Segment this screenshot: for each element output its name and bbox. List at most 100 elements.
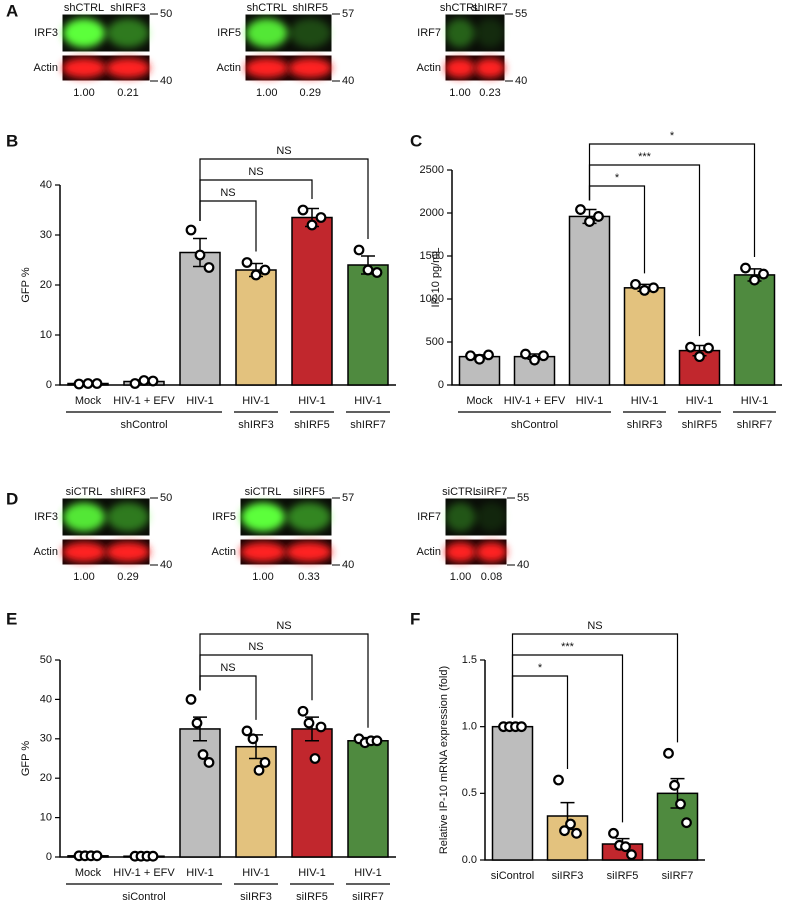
data-point <box>571 827 582 839</box>
data-point <box>147 850 159 862</box>
bar <box>568 215 611 386</box>
group-label: siIRF7 <box>352 891 384 900</box>
target-band <box>476 502 507 532</box>
data-point <box>297 705 309 717</box>
y-tick-label: 0.5 <box>462 787 477 799</box>
x-tick-label: HIV-1 <box>354 395 382 407</box>
group-label: shControl <box>120 419 167 431</box>
data-point <box>362 264 374 276</box>
panel-letter: E <box>6 609 17 628</box>
x-tick-label: HIV-1 <box>186 395 214 407</box>
actin-band <box>476 542 507 562</box>
marker-label: 40 <box>517 559 529 571</box>
data-point <box>608 827 619 839</box>
panel-letter: D <box>6 489 18 508</box>
data-point <box>685 341 696 353</box>
y-tick-label: 1.5 <box>462 654 477 666</box>
data-point <box>740 262 751 274</box>
quantification: 1.00 <box>256 87 277 99</box>
y-tick-label: 1.0 <box>462 721 477 733</box>
data-point <box>250 269 262 281</box>
significance-bracket <box>588 143 756 258</box>
marker-label: 40 <box>160 559 172 571</box>
bar <box>491 725 534 861</box>
target-band <box>62 18 106 48</box>
data-point <box>669 779 680 791</box>
x-tick-label: HIV-1 <box>186 867 214 879</box>
panel-letter: F <box>410 609 420 628</box>
data-point <box>630 278 641 290</box>
lane-label: siCTRL <box>66 486 103 498</box>
y-tick-label: 0 <box>46 851 52 863</box>
target-label: IRF5 <box>217 27 241 39</box>
data-point <box>639 285 650 296</box>
lane-label: siIRF7 <box>476 486 508 498</box>
y-tick-label: 500 <box>426 336 444 348</box>
panel-letter: B <box>6 131 18 150</box>
data-point <box>241 725 253 737</box>
panel-letter: C <box>410 131 422 150</box>
data-point <box>309 753 321 764</box>
group-label: siIRF3 <box>240 891 272 900</box>
data-point <box>465 350 476 362</box>
significance-label: NS <box>248 166 263 178</box>
y-tick-label: 10 <box>40 812 52 824</box>
y-axis-label: IP-10 pg/mL <box>430 248 442 308</box>
bar <box>179 728 221 858</box>
quantification: 1.00 <box>73 87 94 99</box>
axis-line <box>59 660 396 858</box>
target-band <box>245 18 288 48</box>
y-axis-label: GFP % <box>20 267 32 302</box>
data-point <box>675 798 686 810</box>
data-point <box>185 694 197 705</box>
actin-band <box>445 58 475 78</box>
actin-band <box>445 542 476 562</box>
target-label: IRF3 <box>34 27 58 39</box>
marker-label: 57 <box>342 492 354 504</box>
group-label: shIRF7 <box>350 419 385 431</box>
data-point <box>315 721 327 733</box>
axis-line <box>451 170 782 386</box>
data-point <box>91 378 103 389</box>
significance-label: NS <box>248 641 263 653</box>
bar <box>733 274 776 386</box>
x-tick-label: HIV-1 <box>741 395 769 407</box>
data-point <box>253 764 265 776</box>
marker-label: 40 <box>160 75 172 87</box>
data-point <box>371 267 383 278</box>
y-axis-label: GFP % <box>20 741 32 776</box>
actin-band <box>62 542 106 562</box>
data-point <box>663 747 674 759</box>
group-label: shIRF3 <box>238 419 273 431</box>
target-label: IRF5 <box>212 511 236 523</box>
data-point <box>129 378 141 389</box>
y-tick-label: 30 <box>40 733 52 745</box>
data-point <box>315 212 327 223</box>
data-point <box>259 757 271 768</box>
data-point <box>203 757 215 768</box>
group-label: shIRF7 <box>737 419 772 431</box>
marker-label: 57 <box>342 8 354 20</box>
x-tick-label: siIRF3 <box>552 870 584 882</box>
group-label: shIRF5 <box>294 419 329 431</box>
target-band <box>289 18 332 48</box>
actin-band <box>286 542 332 562</box>
control-label: Actin <box>34 62 58 74</box>
data-point <box>520 348 531 360</box>
data-point <box>474 353 485 365</box>
control-label: Actin <box>217 62 241 74</box>
target-band <box>445 502 476 532</box>
data-point <box>147 375 159 387</box>
data-point <box>516 721 527 733</box>
significance-label: NS <box>276 620 291 632</box>
control-label: Actin <box>212 546 236 558</box>
lane-label: shIRF3 <box>110 2 145 14</box>
bar <box>347 740 389 858</box>
marker-label: 40 <box>515 75 527 87</box>
group-label: shIRF3 <box>627 419 662 431</box>
lane-label: siCTRL <box>442 486 479 498</box>
significance-label: * <box>538 662 543 674</box>
data-point <box>538 350 549 362</box>
control-label: Actin <box>34 546 58 558</box>
x-tick-label: HIV-1 + EFV <box>504 395 566 407</box>
